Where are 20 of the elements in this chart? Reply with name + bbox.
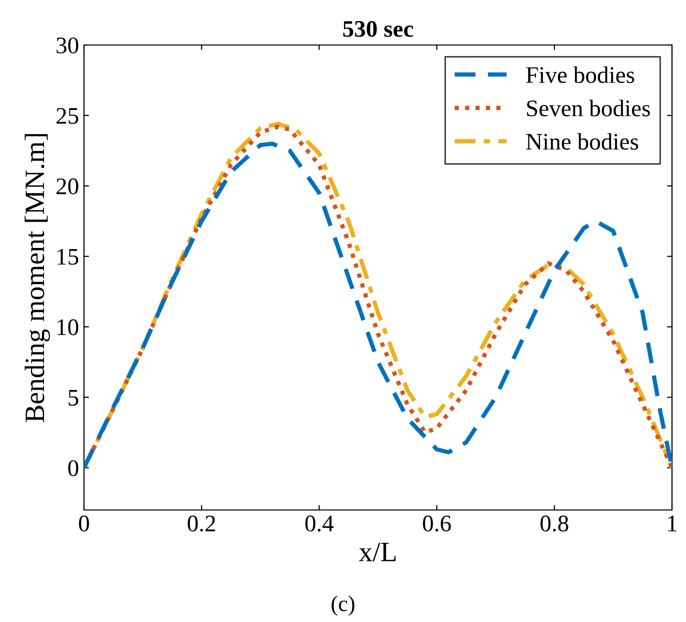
chart-title: 530 sec <box>343 20 414 37</box>
y-tick-label: 25 <box>56 108 78 124</box>
text: (c) <box>332 596 354 616</box>
x-tick-label: 0 <box>78 516 90 532</box>
legend-label: Nine bodies <box>526 133 638 150</box>
y-tick-label: 15 <box>58 248 78 265</box>
x-tick-label: 0.2 <box>188 516 216 532</box>
y-tick-label: 30 <box>56 37 78 54</box>
x-tick-label: 1 <box>668 516 676 532</box>
x-tick-label: 0.6 <box>422 516 451 532</box>
x-tick-label: 0.8 <box>540 516 568 532</box>
x-tick-label: 0.4 <box>305 516 334 532</box>
y-tick-label: 10 <box>58 319 78 336</box>
legend-label: Seven bodies <box>527 100 650 116</box>
y-tick-label: 20 <box>56 178 78 194</box>
legend-label: Five bodies <box>526 66 634 84</box>
y-tick-label: 0 <box>68 460 78 476</box>
y-tick-label: 5 <box>68 390 78 406</box>
x-axis-title: x/L <box>358 542 396 562</box>
y-axis-title: Bending moment [MN.m] <box>24 134 50 422</box>
